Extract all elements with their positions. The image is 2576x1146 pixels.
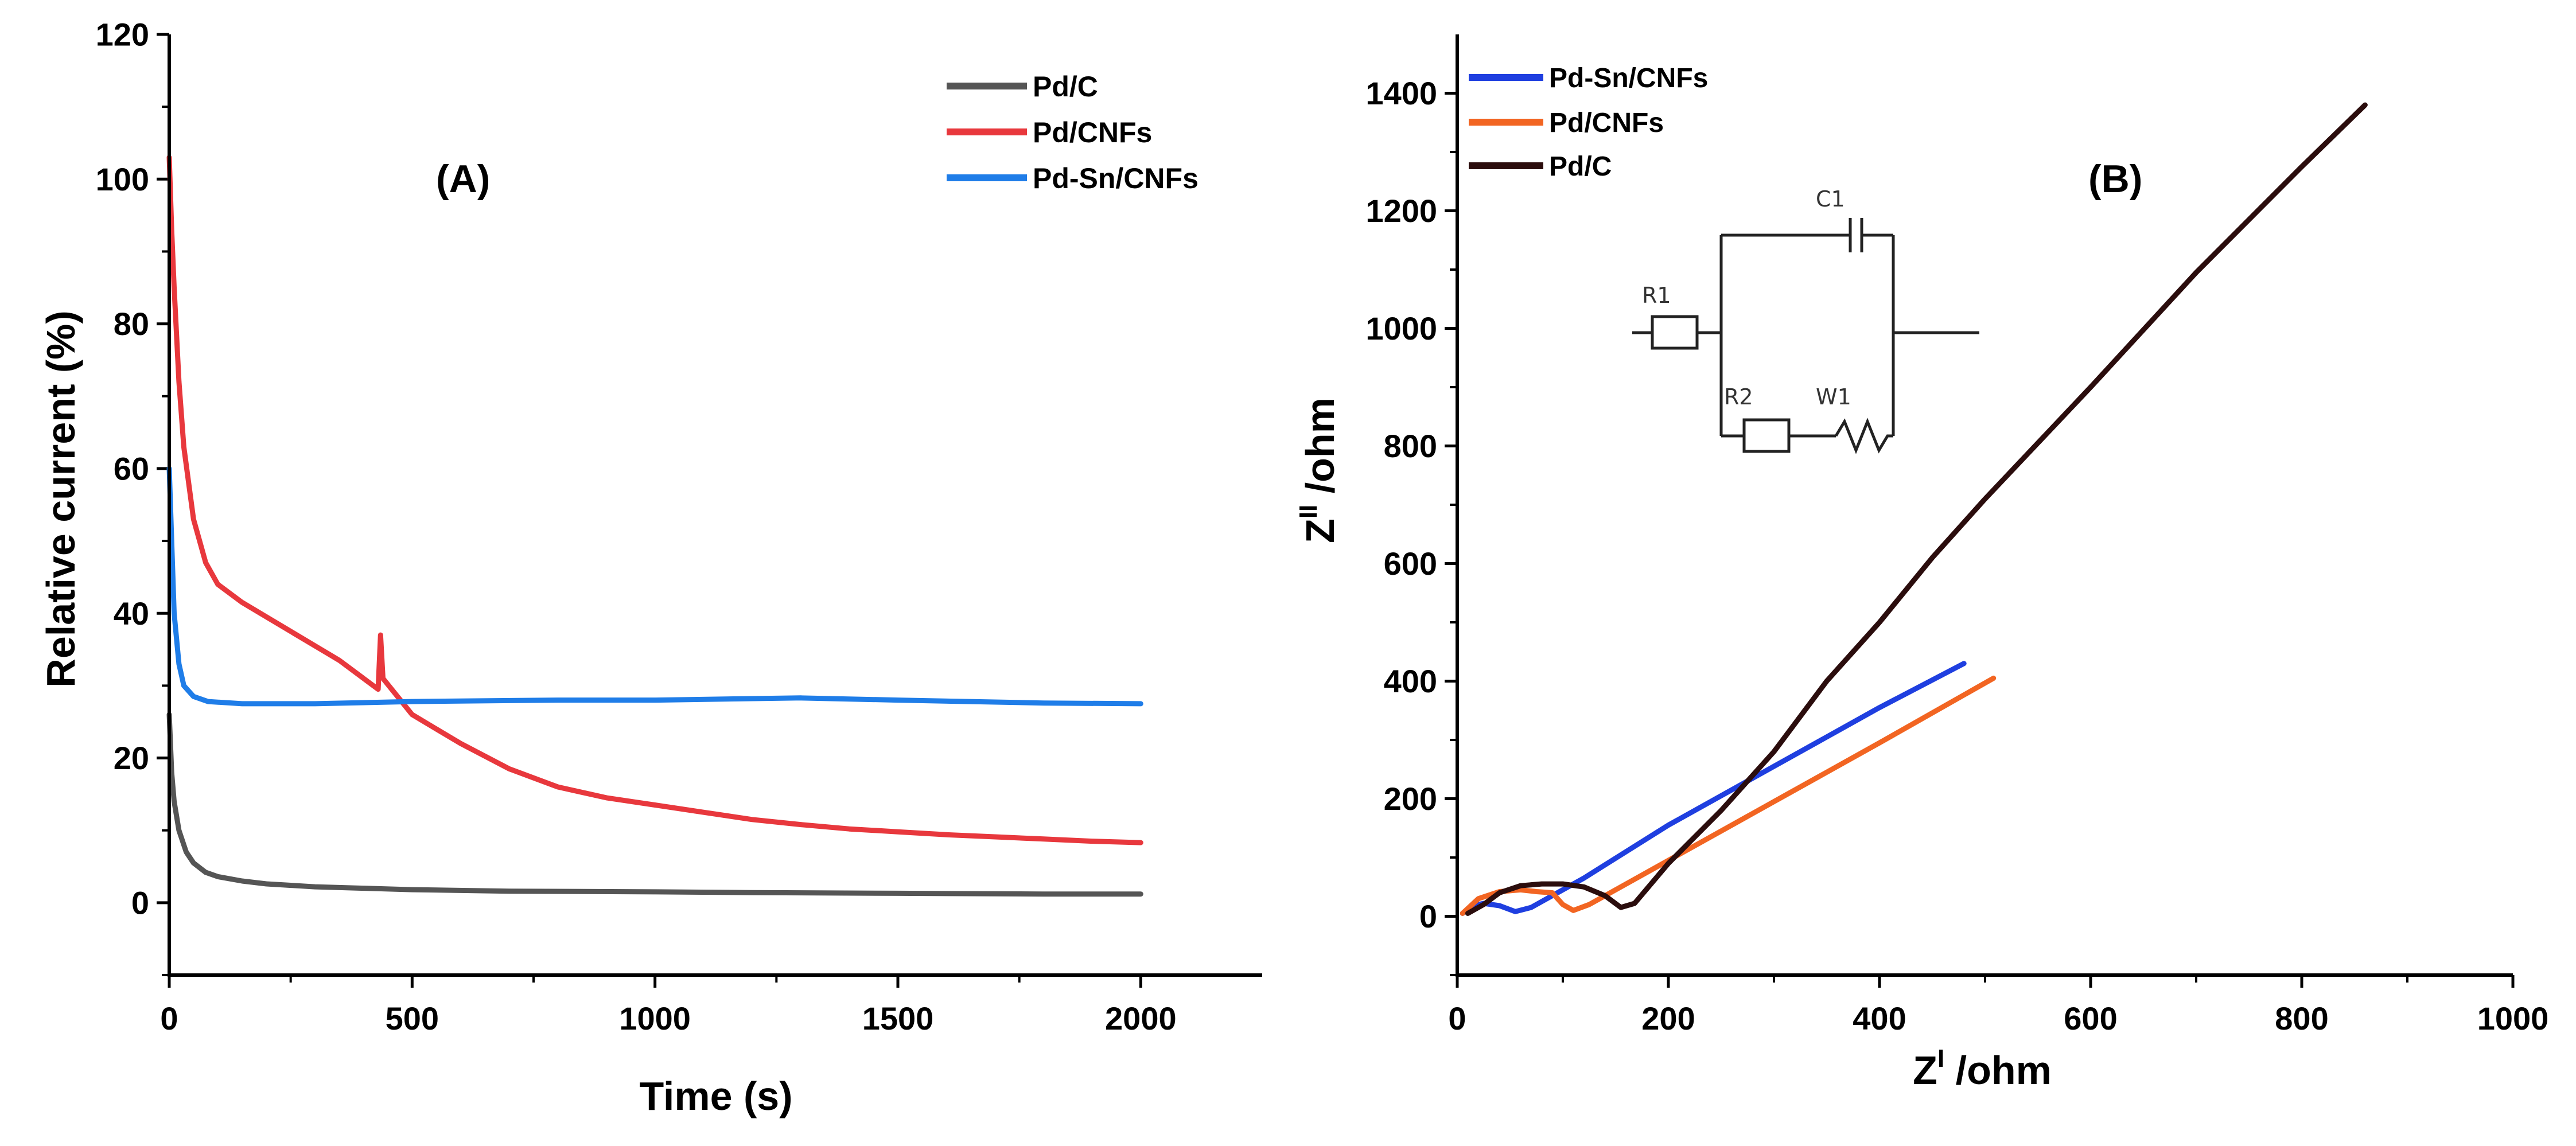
panel-b-x-axis-title-main: Z [1913,1048,1937,1093]
panel-a-y-axis-title: Relative current (%) [38,310,83,687]
panel-a-y-tick-label: 0 [131,884,149,921]
panel-b-y-axis-title-main: Z [1298,519,1343,543]
panel-a-x-tick-label: 2000 [1105,1000,1177,1036]
panel-a-x-axis-title: Time (s) [639,1074,792,1118]
panel-a-x-tick-label: 1000 [619,1000,691,1036]
panel-a-x-tick-label: 500 [386,1000,439,1036]
panel-b-y-tick-label: 400 [1384,663,1437,699]
panel-a-ticks: 0 500 1000 1500 2000 0 20 40 60 80 100 120 [96,17,1177,1036]
panel-a-series-pd-c [166,712,1143,897]
panel-b-y-axis-title-sup: II [1294,505,1322,519]
panel-b-y-tick-label: 1400 [1365,75,1437,111]
panel-b-x-tick-label: 1000 [2477,1000,2549,1036]
panel-b-y-tick-label: 800 [1384,428,1437,464]
legend-label-pd-sn-cnfs: Pd-Sn/CNFs [1033,162,1198,194]
circuit-label-r2: R2 [1724,384,1753,410]
panel-a-y-tick-label: 60 [114,451,149,487]
legend-label-pd-cnfs: Pd/CNFs [1033,116,1152,149]
panel-b-x-axis-title-unit: /ohm [1944,1048,2052,1093]
panel-a-y-tick-label: 120 [96,17,149,53]
panel-b-x-tick-label: 0 [1448,1000,1466,1036]
panel-b-x-tick-label: 200 [1641,1000,1695,1036]
circuit-label-w1: W1 [1816,384,1851,410]
panel-b-x-axis-title: ZI /ohm [1913,1044,2052,1093]
panel-a-axes [168,34,1262,977]
panel-a-y-tick-label: 20 [114,740,149,776]
panel-b-ticks: 0 200 400 600 800 1000 0 200 400 600 800 1000 1200 14… [1365,75,2548,1036]
panel-b-x-tick-label: 600 [2064,1000,2117,1036]
panel-a-legend: Pd/C Pd/CNFs Pd-Sn/CNFs [947,71,1198,194]
panel-a-series-pd-sn-cnfs [166,466,1143,707]
legend-label-b-pd-cnfs: Pd/CNFs [1549,108,1664,138]
legend-label-b-pd-c: Pd/C [1549,151,1612,182]
panel-b-series-pd-c [1465,102,2368,916]
panel-b-y-tick-label: 1200 [1365,193,1437,229]
panel-b-axes [1456,34,2513,977]
panel-b-label: (B) [2088,157,2142,201]
panel-b-y-tick-label: 600 [1384,545,1437,582]
panel-a-x-tick-label: 0 [160,1000,178,1036]
panel-a-y-tick-label: 40 [114,595,149,632]
panel-b-chart: 0 200 400 600 800 1000 0 200 400 600 800 1000 1200 14… [1294,34,2548,1093]
legend-label-pd-c: Pd/C [1033,71,1098,103]
panel-a-series-pd-cnfs [166,155,1143,845]
circuit-warburg-w1 [1834,418,1893,454]
panel-a-series [166,155,1143,897]
equivalent-circuit-inset: R1 C1 R2 W1 [1632,186,1979,454]
panel-a-x-tick-label: 1500 [862,1000,934,1036]
legend-label-b-pd-sn-cnfs: Pd-Sn/CNFs [1549,63,1708,93]
circuit-label-c1: C1 [1816,186,1845,212]
panel-b-y-tick-label: 0 [1419,898,1437,934]
panel-b-x-axis-title-sup: I [1937,1044,1944,1073]
panel-b-y-axis-title-unit: /ohm [1298,397,1343,505]
panel-b-series [1460,102,2368,916]
panel-a-y-tick-label: 80 [114,306,149,342]
circuit-label-r1: R1 [1642,283,1671,308]
panel-a-label: (A) [436,157,490,201]
panel-a-chart: 0 500 1000 1500 2000 0 20 40 60 80 100 120 (A) Time… [38,17,1262,1118]
panel-a-y-tick-label: 100 [96,161,149,197]
panel-b-x-tick-label: 400 [1853,1000,1906,1036]
panel-b-y-tick-label: 1000 [1365,310,1437,346]
panel-b-x-tick-label: 800 [2275,1000,2328,1036]
panel-b-y-axis-title: ZII /ohm [1294,397,1343,543]
panel-b-legend: Pd-Sn/CNFs Pd/CNFs Pd/C [1469,63,1708,182]
panel-b-y-tick-label: 200 [1384,781,1437,817]
